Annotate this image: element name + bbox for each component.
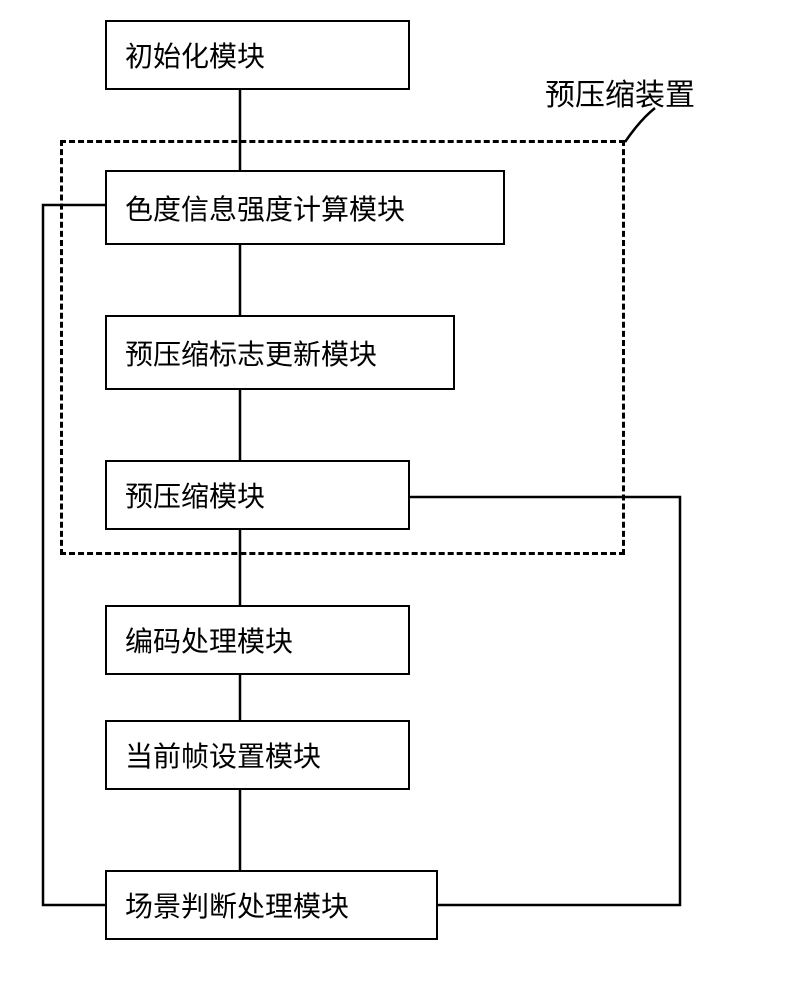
encode-module-label: 编码处理模块 xyxy=(125,620,293,660)
current-frame-module-label: 当前帧设置模块 xyxy=(125,735,321,775)
scene-module-label: 场景判断处理模块 xyxy=(125,885,349,925)
precompress-module-box: 预压缩模块 xyxy=(105,460,410,530)
precompression-device-label-text: 预压缩装置 xyxy=(545,79,695,112)
chroma-calc-module-box: 色度信息强度计算模块 xyxy=(105,170,505,245)
encode-module-box: 编码处理模块 xyxy=(105,605,410,675)
flag-update-module-box: 预压缩标志更新模块 xyxy=(105,315,455,390)
flag-update-module-label: 预压缩标志更新模块 xyxy=(125,333,377,373)
init-module-box: 初始化模块 xyxy=(105,20,410,90)
current-frame-module-box: 当前帧设置模块 xyxy=(105,720,410,790)
precompression-device-label: 预压缩装置 xyxy=(545,70,695,114)
precompress-module-label: 预压缩模块 xyxy=(125,475,265,515)
chroma-calc-module-label: 色度信息强度计算模块 xyxy=(125,188,405,228)
scene-module-box: 场景判断处理模块 xyxy=(105,870,438,940)
init-module-label: 初始化模块 xyxy=(125,35,265,75)
